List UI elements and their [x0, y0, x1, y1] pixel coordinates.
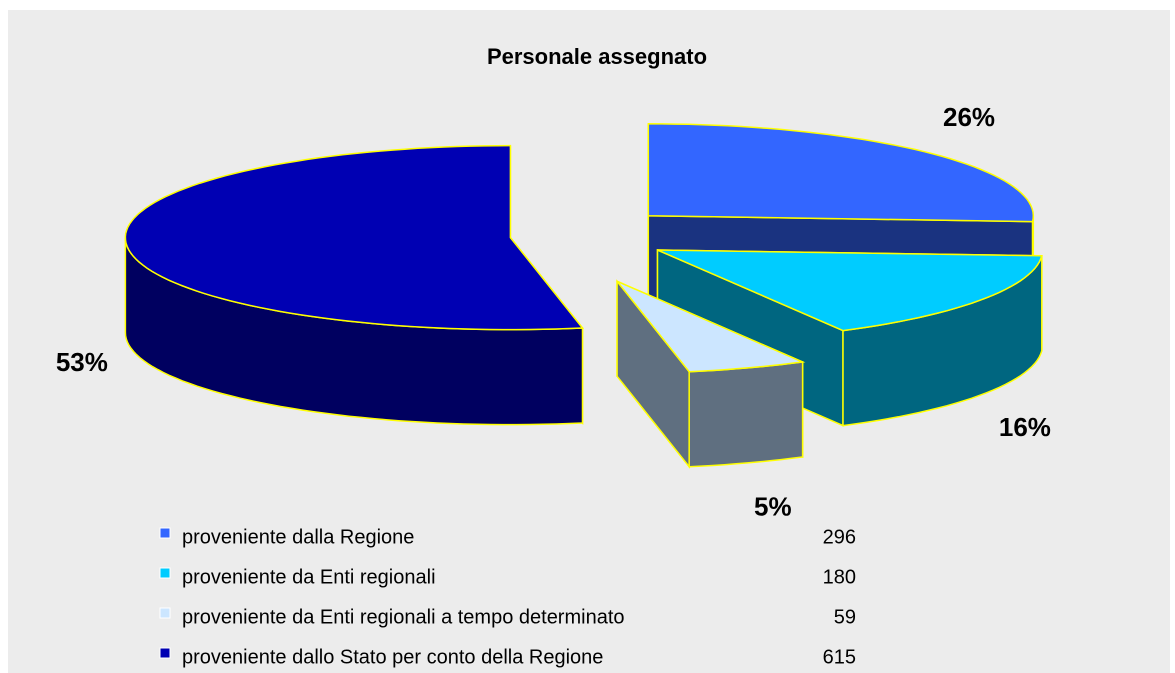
legend-count: 180: [823, 566, 856, 588]
pie-slice: [616, 279, 806, 469]
slice-top: [124, 144, 585, 331]
legend-swatch: [159, 607, 171, 619]
slice-top: [647, 123, 1035, 223]
percent-label: 16%: [999, 412, 1051, 442]
slice-side: [688, 361, 804, 468]
legend-count: 615: [823, 646, 856, 668]
chart-title: Personale assegnato: [487, 44, 707, 69]
percent-label: 53%: [56, 347, 108, 377]
percent-label: 5%: [754, 492, 792, 522]
legend-swatch: [159, 527, 171, 539]
legend-label: proveniente da Enti regionali: [182, 566, 436, 588]
legend-count: 59: [834, 606, 856, 628]
slice-top: [657, 249, 1043, 332]
legend-swatch: [159, 567, 171, 579]
legend-label: proveniente da Enti regionali a tempo de…: [182, 606, 625, 628]
legend-count: 296: [823, 526, 856, 548]
legend-label: proveniente dallo Stato per conto della …: [182, 646, 603, 668]
percent-label: 26%: [943, 102, 995, 132]
legend-label: proveniente dalla Regione: [182, 526, 414, 548]
pie-slice: [124, 144, 585, 426]
legend-swatch: [159, 647, 171, 659]
slice-top: [616, 280, 806, 373]
